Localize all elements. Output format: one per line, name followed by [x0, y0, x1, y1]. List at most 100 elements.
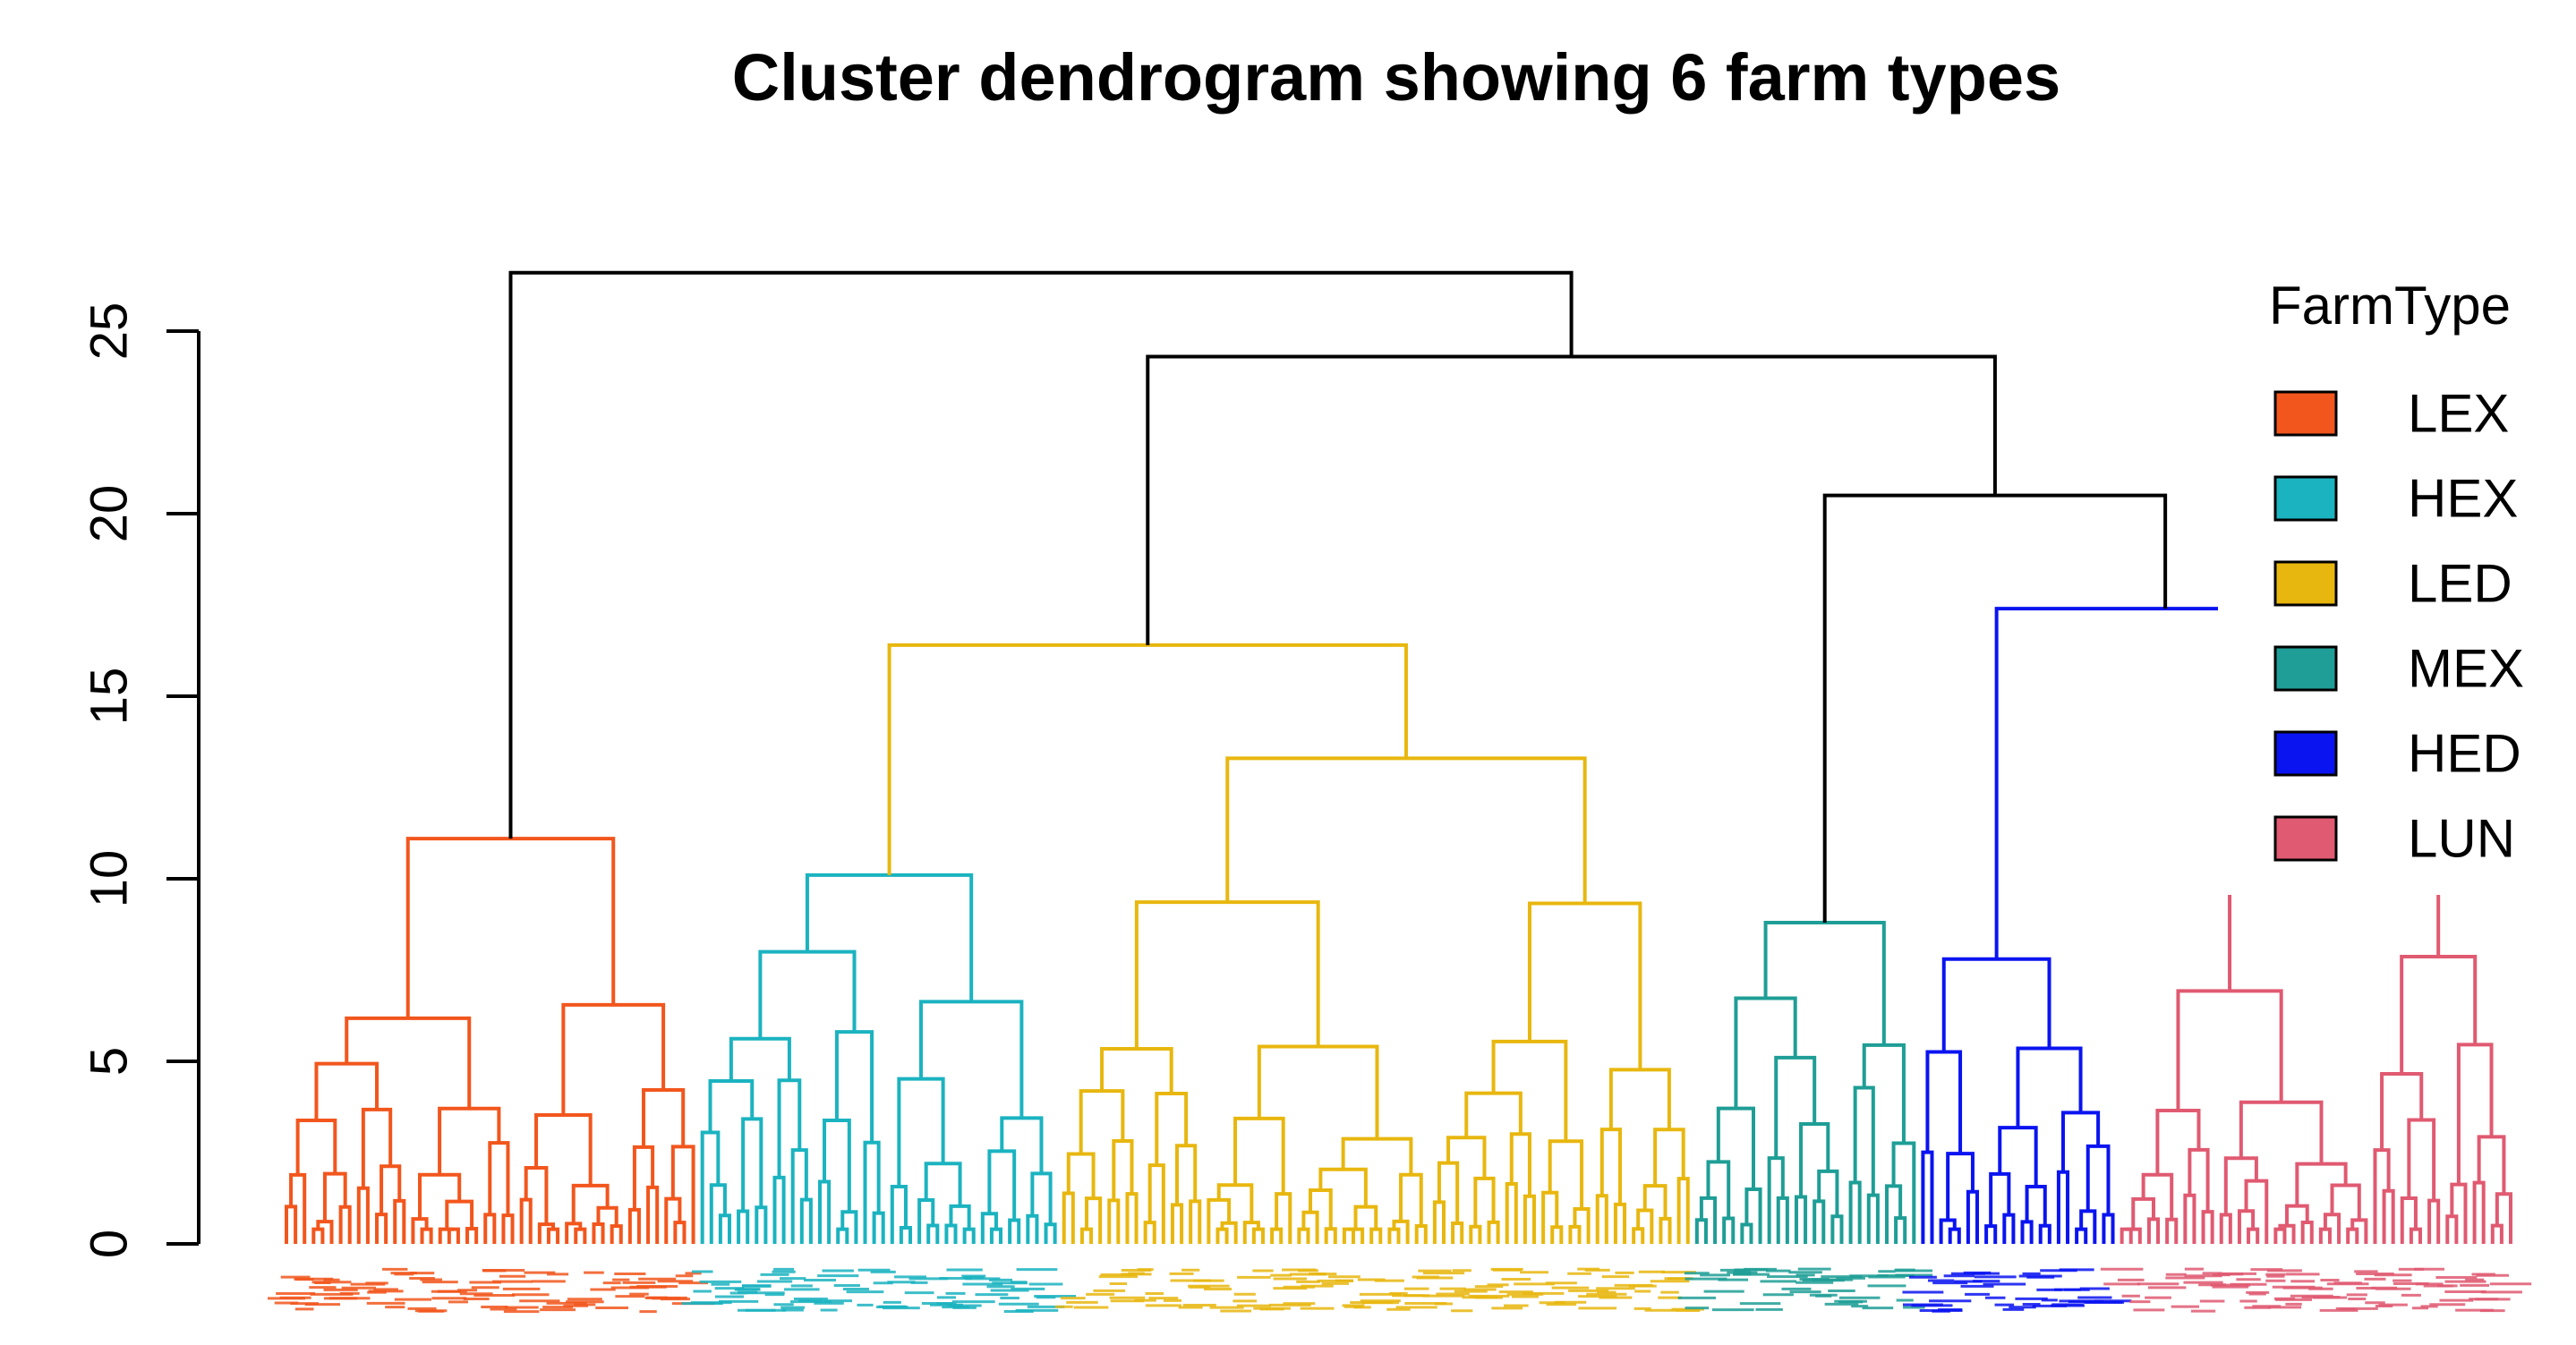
dendrogram-branch-hex	[924, 1162, 962, 1206]
dendrogram-branch-hed	[2025, 1184, 2047, 1226]
dendrogram-branch-lun	[2223, 1156, 2258, 1215]
y-tick-label: 15	[81, 668, 139, 726]
dendrogram-branch-lex	[546, 1227, 560, 1244]
dendrogram-branch-lun	[2490, 1223, 2503, 1244]
dendrogram-branch-led	[1084, 1196, 1103, 1244]
dendrogram-branch-led	[1143, 1221, 1156, 1244]
dendrogram-branch-mex	[1817, 1169, 1839, 1217]
dendrogram-branch-led	[1309, 1188, 1333, 1230]
dendrogram-branch-led	[1491, 1039, 1568, 1142]
dendrogram-branch-lex	[565, 1222, 583, 1244]
dendrogram-branch-lun	[2382, 1188, 2395, 1244]
dendrogram-branch-lex	[632, 1145, 655, 1210]
dendrogram-branch-mex	[1734, 996, 1797, 1109]
dendrogram-branch-lex	[445, 1199, 474, 1230]
dendrogram-branch-led	[1573, 1206, 1591, 1244]
dendrogram-branch-led	[1487, 1220, 1500, 1244]
dendrogram-branch-led	[1342, 1227, 1355, 1244]
dendrogram-branch-lun	[2346, 1227, 2359, 1244]
dendrogram-branch-led	[1233, 1116, 1285, 1195]
dendrogram-branch-lex	[356, 1186, 370, 1244]
dendrogram-branch-led	[1451, 1222, 1464, 1244]
dendrogram-branch-led	[1548, 1139, 1584, 1209]
dendrogram-branch-led	[1632, 1227, 1645, 1244]
dendrogram-branch-lun	[2237, 1209, 2256, 1244]
dendrogram-branch-lun	[2350, 1218, 2368, 1244]
dendrogram-branch-hed	[1989, 1171, 2011, 1227]
dendrogram-branch-mex	[1763, 920, 1886, 1045]
y-tick-label: 0	[81, 1230, 139, 1258]
y-tick-label: 10	[81, 850, 139, 908]
dendrogram-branch-lun	[2188, 1147, 2210, 1213]
y-tick-label: 5	[81, 1047, 139, 1076]
legend-title: FarmType	[2269, 276, 2511, 336]
dendrogram-branch-led	[1464, 1091, 1523, 1138]
dendrogram-branch-mex	[1830, 1214, 1844, 1244]
legend-swatch-led	[2273, 560, 2338, 607]
dendrogram-branch-lun	[2456, 1043, 2494, 1185]
dendrogram-branch-hex	[772, 1175, 786, 1244]
dendrogram-branch-mex	[1716, 1106, 1755, 1189]
dendrogram-branch-hex	[729, 1036, 791, 1082]
dendrogram-branch-mex	[1884, 1184, 1903, 1244]
dendrogram-branch-hed	[2016, 1046, 2083, 1128]
dendrogram-branch-led	[1275, 1192, 1292, 1244]
dendrogram-branch-hex	[758, 949, 857, 1039]
dendrogram-branch-mex	[1794, 1195, 1808, 1244]
dendrogram-branch-led	[1134, 900, 1320, 1050]
legend-swatch-mex	[2273, 645, 2338, 692]
dendrogram-branch-hed	[2038, 1223, 2051, 1244]
dendrogram-branch-hed	[1921, 1150, 1934, 1244]
dendrogram-branch-lun	[2273, 1227, 2287, 1244]
dendrogram-branch-lex	[438, 1227, 454, 1244]
dendrogram-branch-led	[1446, 1136, 1487, 1179]
dendrogram-branch-hex	[790, 1148, 808, 1244]
dendrogram-branch-led	[1107, 1198, 1121, 1244]
dendrogram-branch-hex	[987, 1149, 1017, 1221]
dendrogram-branch-hed	[2002, 1213, 2016, 1244]
dendrogram-branch-led	[1318, 1167, 1368, 1207]
dendrogram-branch-lex	[524, 1166, 549, 1225]
dendrogram-branch-mex	[1774, 1055, 1817, 1159]
dendrogram-branch-led	[1324, 1227, 1337, 1244]
dendrogram-branch-led	[1642, 1184, 1668, 1219]
dendrogram-branch-led	[1215, 1227, 1229, 1244]
dendrogram-branch-lex	[316, 1220, 334, 1244]
dendrogram-branch-hex	[863, 1140, 881, 1244]
dendrogram-branch-led	[1220, 1221, 1238, 1244]
dendrogram-branch-lun	[2244, 1179, 2269, 1244]
dendrogram-branch-lex	[627, 1207, 641, 1244]
dendrogram-branch-hed	[1941, 957, 2051, 1052]
leaf-labels	[267, 1267, 2532, 1314]
dendrogram-branch-lun	[2409, 1227, 2422, 1244]
dendrogram-branch-mex	[1894, 1216, 1907, 1244]
dendrogram-branch-lex	[289, 1172, 307, 1244]
dendrogram-branch-hex	[737, 1209, 750, 1244]
dendrogram-branch-lex	[646, 1185, 660, 1244]
dendrogram-branch-hex	[919, 1000, 1024, 1119]
dendrogram-branch-led	[1599, 1128, 1622, 1205]
dendrogram-branch-led	[1550, 1225, 1564, 1244]
chart-title: Cluster dendrogram showing 6 farm types	[732, 40, 2060, 115]
legend-swatch-lun	[2273, 815, 2338, 862]
dendrogram-branch-lun	[2201, 1210, 2214, 1244]
dendrogram-branch-led	[1112, 1138, 1134, 1201]
dendrogram-branch-lex	[465, 1227, 479, 1244]
dendrogram-branch-led	[1527, 901, 1642, 1070]
dendrogram-branch-hex	[917, 1198, 935, 1244]
dendrogram-branch-lex	[411, 1217, 429, 1244]
dendrogram-branch-hex	[718, 1213, 731, 1244]
dendrogram-branch-lex	[314, 1061, 380, 1120]
legend-swatch-hed	[2273, 730, 2338, 777]
legend-label-mex: MEX	[2408, 639, 2524, 699]
legend-swatch-lex	[2273, 390, 2338, 437]
dendrogram-branch-lex	[361, 1107, 393, 1188]
legend: FarmType LEX HEX LED MEX HED LUN	[2218, 276, 2576, 895]
dendrogram-branch-led	[1523, 1194, 1537, 1244]
dendrogram-branch-led	[1225, 756, 1587, 904]
dendrogram-branch-lex	[483, 1213, 497, 1244]
dendrogram-branch-led	[1216, 1183, 1254, 1223]
dendrogram-branch-lex	[438, 1106, 501, 1175]
dendrogram-branch-hex	[836, 1227, 849, 1244]
